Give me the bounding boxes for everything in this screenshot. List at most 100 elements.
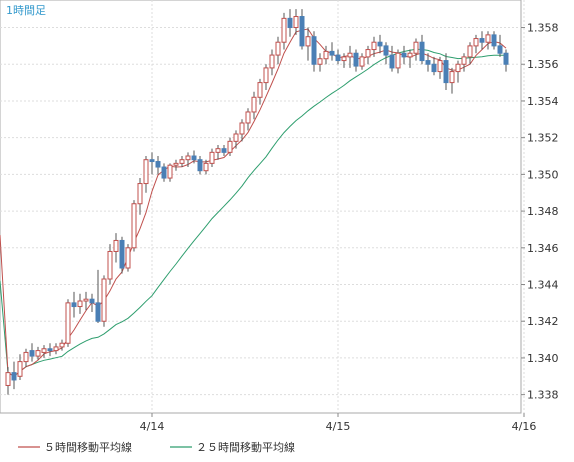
candle-body-down bbox=[503, 52, 509, 65]
candle-body-up bbox=[101, 278, 107, 322]
candle-body-up bbox=[461, 56, 467, 65]
candle bbox=[443, 53, 449, 90]
candle-body-up bbox=[323, 50, 329, 60]
plot-frame bbox=[0, 0, 522, 414]
candle-body-up bbox=[467, 45, 473, 58]
candle-body-up bbox=[23, 351, 29, 363]
candle bbox=[281, 12, 287, 50]
candle bbox=[149, 152, 155, 175]
legend-label: ５時間移動平均線 bbox=[44, 440, 132, 454]
candle-body-down bbox=[221, 148, 227, 153]
candle-body-up bbox=[239, 122, 245, 135]
legend: ５時間移動平均線 ２５時間移動平均線 bbox=[18, 440, 295, 454]
candle-body-down bbox=[377, 41, 383, 47]
candle-body-down bbox=[149, 159, 155, 163]
x-tick-label: 4/14 bbox=[140, 420, 165, 433]
candle-body-down bbox=[329, 50, 335, 56]
candle bbox=[83, 291, 89, 311]
y-tick-label: 1.340 bbox=[527, 352, 559, 365]
candle bbox=[317, 53, 323, 72]
candle-body-up bbox=[113, 239, 119, 252]
candle-body-up bbox=[257, 82, 263, 98]
candle bbox=[41, 345, 47, 358]
candle-body-up bbox=[449, 71, 455, 84]
candle-body-up bbox=[35, 350, 41, 357]
candle-body-down bbox=[287, 17, 293, 29]
candle-body-up bbox=[77, 300, 83, 308]
candle-body-up bbox=[293, 16, 299, 29]
candle bbox=[263, 64, 269, 90]
y-tick-label: 1.354 bbox=[527, 95, 559, 108]
y-tick-label: 1.350 bbox=[527, 168, 559, 181]
candle bbox=[155, 156, 161, 175]
candle bbox=[497, 34, 503, 57]
candle bbox=[299, 9, 305, 50]
candle bbox=[467, 42, 473, 65]
candle-body-down bbox=[311, 36, 317, 65]
candle bbox=[89, 293, 95, 313]
candle-body-up bbox=[167, 164, 173, 179]
candle-body-up bbox=[485, 34, 491, 43]
candle-body-up bbox=[65, 302, 71, 344]
candle bbox=[461, 53, 467, 72]
candle-body-up bbox=[203, 162, 209, 172]
candle bbox=[173, 159, 179, 171]
candle bbox=[95, 269, 101, 324]
candle-body-down bbox=[299, 16, 305, 47]
candle bbox=[389, 45, 395, 72]
candle-body-up bbox=[407, 52, 413, 58]
candle bbox=[191, 150, 197, 164]
candle bbox=[395, 49, 401, 74]
candle bbox=[449, 67, 455, 94]
candle bbox=[479, 31, 485, 50]
candle bbox=[161, 163, 167, 182]
y-tick-label: 1.344 bbox=[527, 279, 559, 292]
candle bbox=[221, 145, 227, 157]
candle bbox=[371, 36, 377, 57]
candle bbox=[353, 49, 359, 72]
candle-body-up bbox=[275, 41, 281, 56]
candle bbox=[305, 27, 311, 61]
candle bbox=[137, 178, 143, 215]
x-tick-label: 4/16 bbox=[512, 420, 537, 433]
legend-label: ２５時間移動平均線 bbox=[196, 440, 295, 454]
candle-body-up bbox=[347, 52, 353, 58]
candle-body-down bbox=[425, 60, 431, 65]
candle bbox=[335, 49, 341, 65]
legend-item: ５時間移動平均線 bbox=[18, 440, 132, 454]
legend-item: ２５時間移動平均線 bbox=[170, 440, 295, 454]
candle bbox=[71, 291, 77, 318]
candle bbox=[323, 45, 329, 65]
candle-body-up bbox=[245, 111, 251, 124]
candle bbox=[113, 233, 119, 263]
candle bbox=[245, 108, 251, 131]
candle-body-up bbox=[41, 348, 47, 353]
candle-body-up bbox=[143, 159, 149, 185]
candle-body-down bbox=[197, 159, 203, 172]
candle-body-up bbox=[455, 63, 461, 73]
candle bbox=[251, 91, 257, 120]
y-tick-label: 1.356 bbox=[527, 58, 559, 71]
candle bbox=[293, 9, 299, 35]
y-tick-label: 1.338 bbox=[527, 389, 559, 402]
candle-body-down bbox=[479, 38, 485, 43]
candle bbox=[503, 49, 509, 72]
candle-body-up bbox=[437, 60, 443, 73]
candle-body-up bbox=[179, 159, 185, 164]
candle-body-down bbox=[47, 348, 53, 352]
candle-body-up bbox=[395, 52, 401, 69]
candle-body-down bbox=[11, 372, 17, 381]
candle bbox=[23, 348, 29, 368]
candle-body-up bbox=[215, 148, 221, 153]
y-tick-label: 1.358 bbox=[527, 22, 559, 35]
candle bbox=[59, 339, 65, 351]
candle bbox=[233, 130, 239, 149]
candle-body-up bbox=[5, 372, 11, 386]
candle bbox=[485, 31, 491, 50]
candle bbox=[197, 156, 203, 175]
candle bbox=[473, 34, 479, 54]
candles bbox=[5, 9, 509, 395]
candle-body-down bbox=[383, 45, 389, 56]
